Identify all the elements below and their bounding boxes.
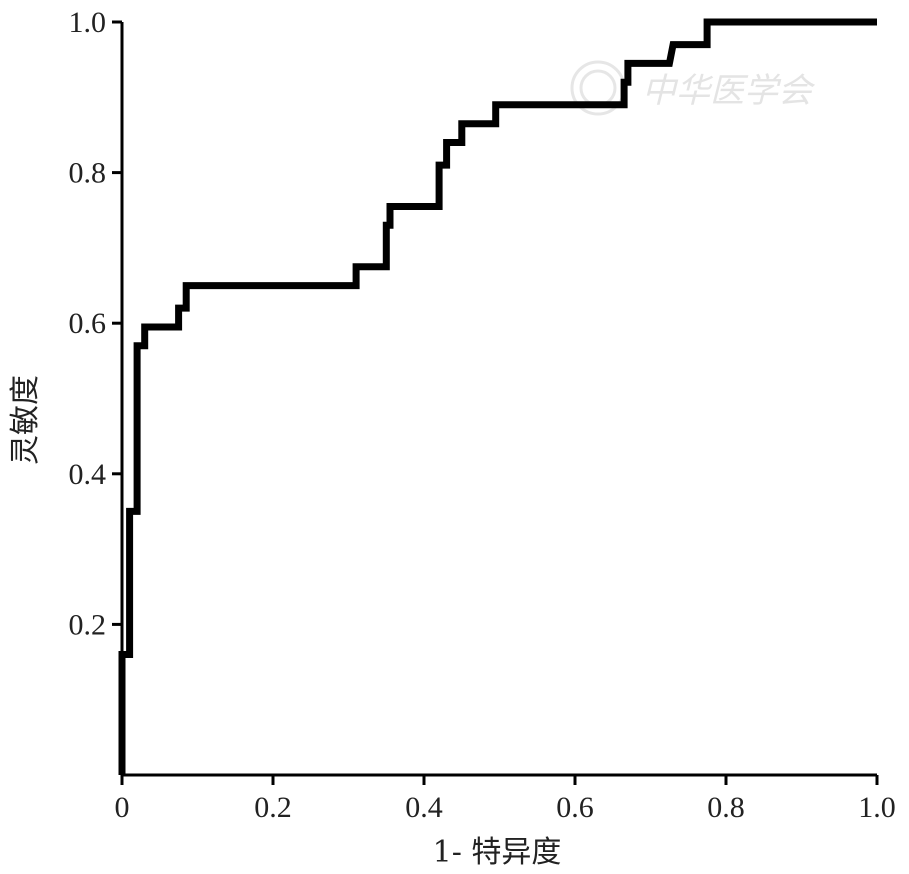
axes bbox=[120, 22, 877, 777]
x-tick-label: 0.6 bbox=[556, 791, 594, 824]
x-ticks: 0 0.2 0.4 0.6 0.8 1.0 bbox=[115, 775, 896, 824]
y-ticks: 0.2 0.4 0.6 0.8 1.0 bbox=[69, 6, 122, 641]
y-tick-label: 0.6 bbox=[69, 307, 107, 340]
x-tick-label: 1.0 bbox=[858, 791, 896, 824]
x-tick-label: 0.8 bbox=[707, 791, 745, 824]
roc-curve-line bbox=[118, 18, 877, 775]
watermark: 中华医学会 bbox=[570, 60, 816, 116]
y-tick-label: 0.2 bbox=[69, 608, 107, 641]
x-tick-label: 0 bbox=[115, 791, 130, 824]
x-tick-label: 0.4 bbox=[405, 791, 443, 824]
y-tick-label: 0.8 bbox=[69, 157, 107, 190]
y-axis-title: 灵敏度 bbox=[8, 375, 43, 465]
x-tick-label: 0.2 bbox=[254, 791, 292, 824]
x-axis-title: 1- 特异度 bbox=[433, 835, 562, 870]
y-tick-label: 0.4 bbox=[69, 458, 107, 491]
watermark-text: 中华医学会 bbox=[642, 71, 816, 111]
y-tick-label: 1.0 bbox=[69, 6, 107, 39]
